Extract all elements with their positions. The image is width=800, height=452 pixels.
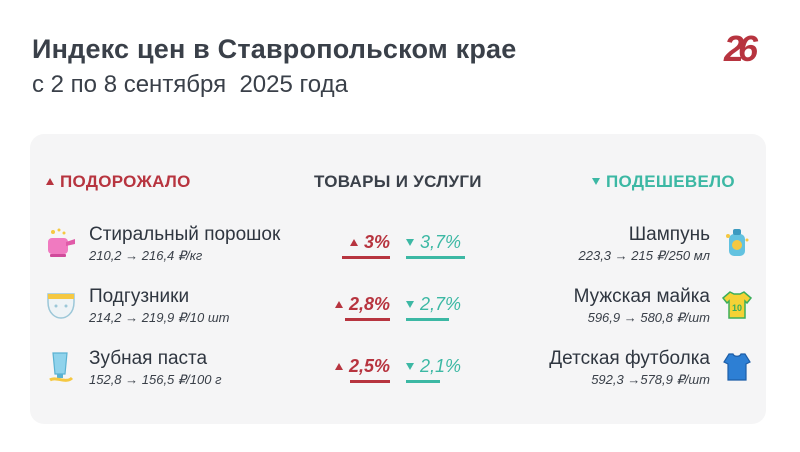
up-percent-value: 2,8% [348,294,390,314]
up-percent-value: 3% [363,232,390,252]
price-row: Подгузники 214,2 → 219,9 ₽/10 шт 2,8% 2,… [0,284,800,344]
down-percent-value: 3,7% [420,232,462,252]
up-item-price: 210,2 → 216,4 ₽/кг [89,248,203,263]
up-percent: 3% [320,232,390,253]
shampoo-icon [726,229,749,256]
up-item-price: 152,8 → 156,5 ₽/100 г [89,372,222,387]
jersey-icon: 10 [721,291,753,319]
logo: 26 [724,28,758,69]
down-arrow-icon [406,301,414,308]
tshirt-icon [723,353,751,381]
down-item-price: 592,3 →578,9 ₽/шт [591,372,710,387]
up-item-name: Зубная паста [89,348,208,369]
up-bar [342,256,390,259]
up-item-name: Подгузники [89,286,190,307]
up-arrow-icon [46,178,54,185]
price-row: Зубная паста 152,8 → 156,5 ₽/100 г 2,5% … [0,346,800,406]
column-header-middle: ТОВАРЫ И УСЛУГИ [314,172,482,191]
down-percent: 3,7% [406,232,486,253]
page-title: Индекс цен в Ставропольском крае [32,34,517,64]
down-item-price: 596,9 → 580,8 ₽/шт [587,310,710,325]
down-item-name: Шампунь [628,224,710,245]
up-arrow-icon [334,363,343,370]
column-header-down: ПОДЕШЕВЕЛО [592,172,735,192]
down-bar [406,380,440,383]
down-arrow-icon [406,363,414,370]
up-arrow-icon [334,301,343,308]
up-item-name: Стиральный порошок [89,224,281,245]
down-percent-value: 2,7% [420,294,462,314]
down-arrow-icon [406,239,414,246]
diaper-icon [47,293,75,319]
column-down-label: ПОДЕШЕВЕЛО [606,172,735,191]
column-header-up: ПОДОРОЖАЛО [46,172,191,192]
up-percent-value: 2,5% [348,356,390,376]
down-percent-value: 2,1% [420,356,462,376]
price-row: Стиральный порошок 210,2 → 216,4 ₽/кг 3%… [0,222,800,282]
toothpaste-icon [49,352,74,382]
down-bar [406,318,450,321]
column-up-label: ПОДОРОЖАЛО [60,172,191,191]
detergent-icon [48,228,75,257]
page-subtitle: с 2 по 8 сентября 2025 года [32,71,348,98]
up-arrow-icon [349,239,358,246]
down-item-price: 223,3 → 215 ₽/250 мл [578,248,711,263]
svg-text:10: 10 [732,303,742,313]
down-item-name: Мужская майка [573,286,710,307]
up-percent: 2,5% [320,356,390,377]
up-bar [345,318,390,321]
price-card [30,134,766,424]
up-item-price: 214,2 → 219,9 ₽/10 шт [89,310,230,325]
down-item-name: Детская футболка [549,348,710,369]
up-percent: 2,8% [320,294,390,315]
up-bar [350,380,390,383]
down-arrow-icon [592,178,600,185]
down-bar [406,256,466,259]
down-percent: 2,7% [406,294,486,315]
down-percent: 2,1% [406,356,486,377]
